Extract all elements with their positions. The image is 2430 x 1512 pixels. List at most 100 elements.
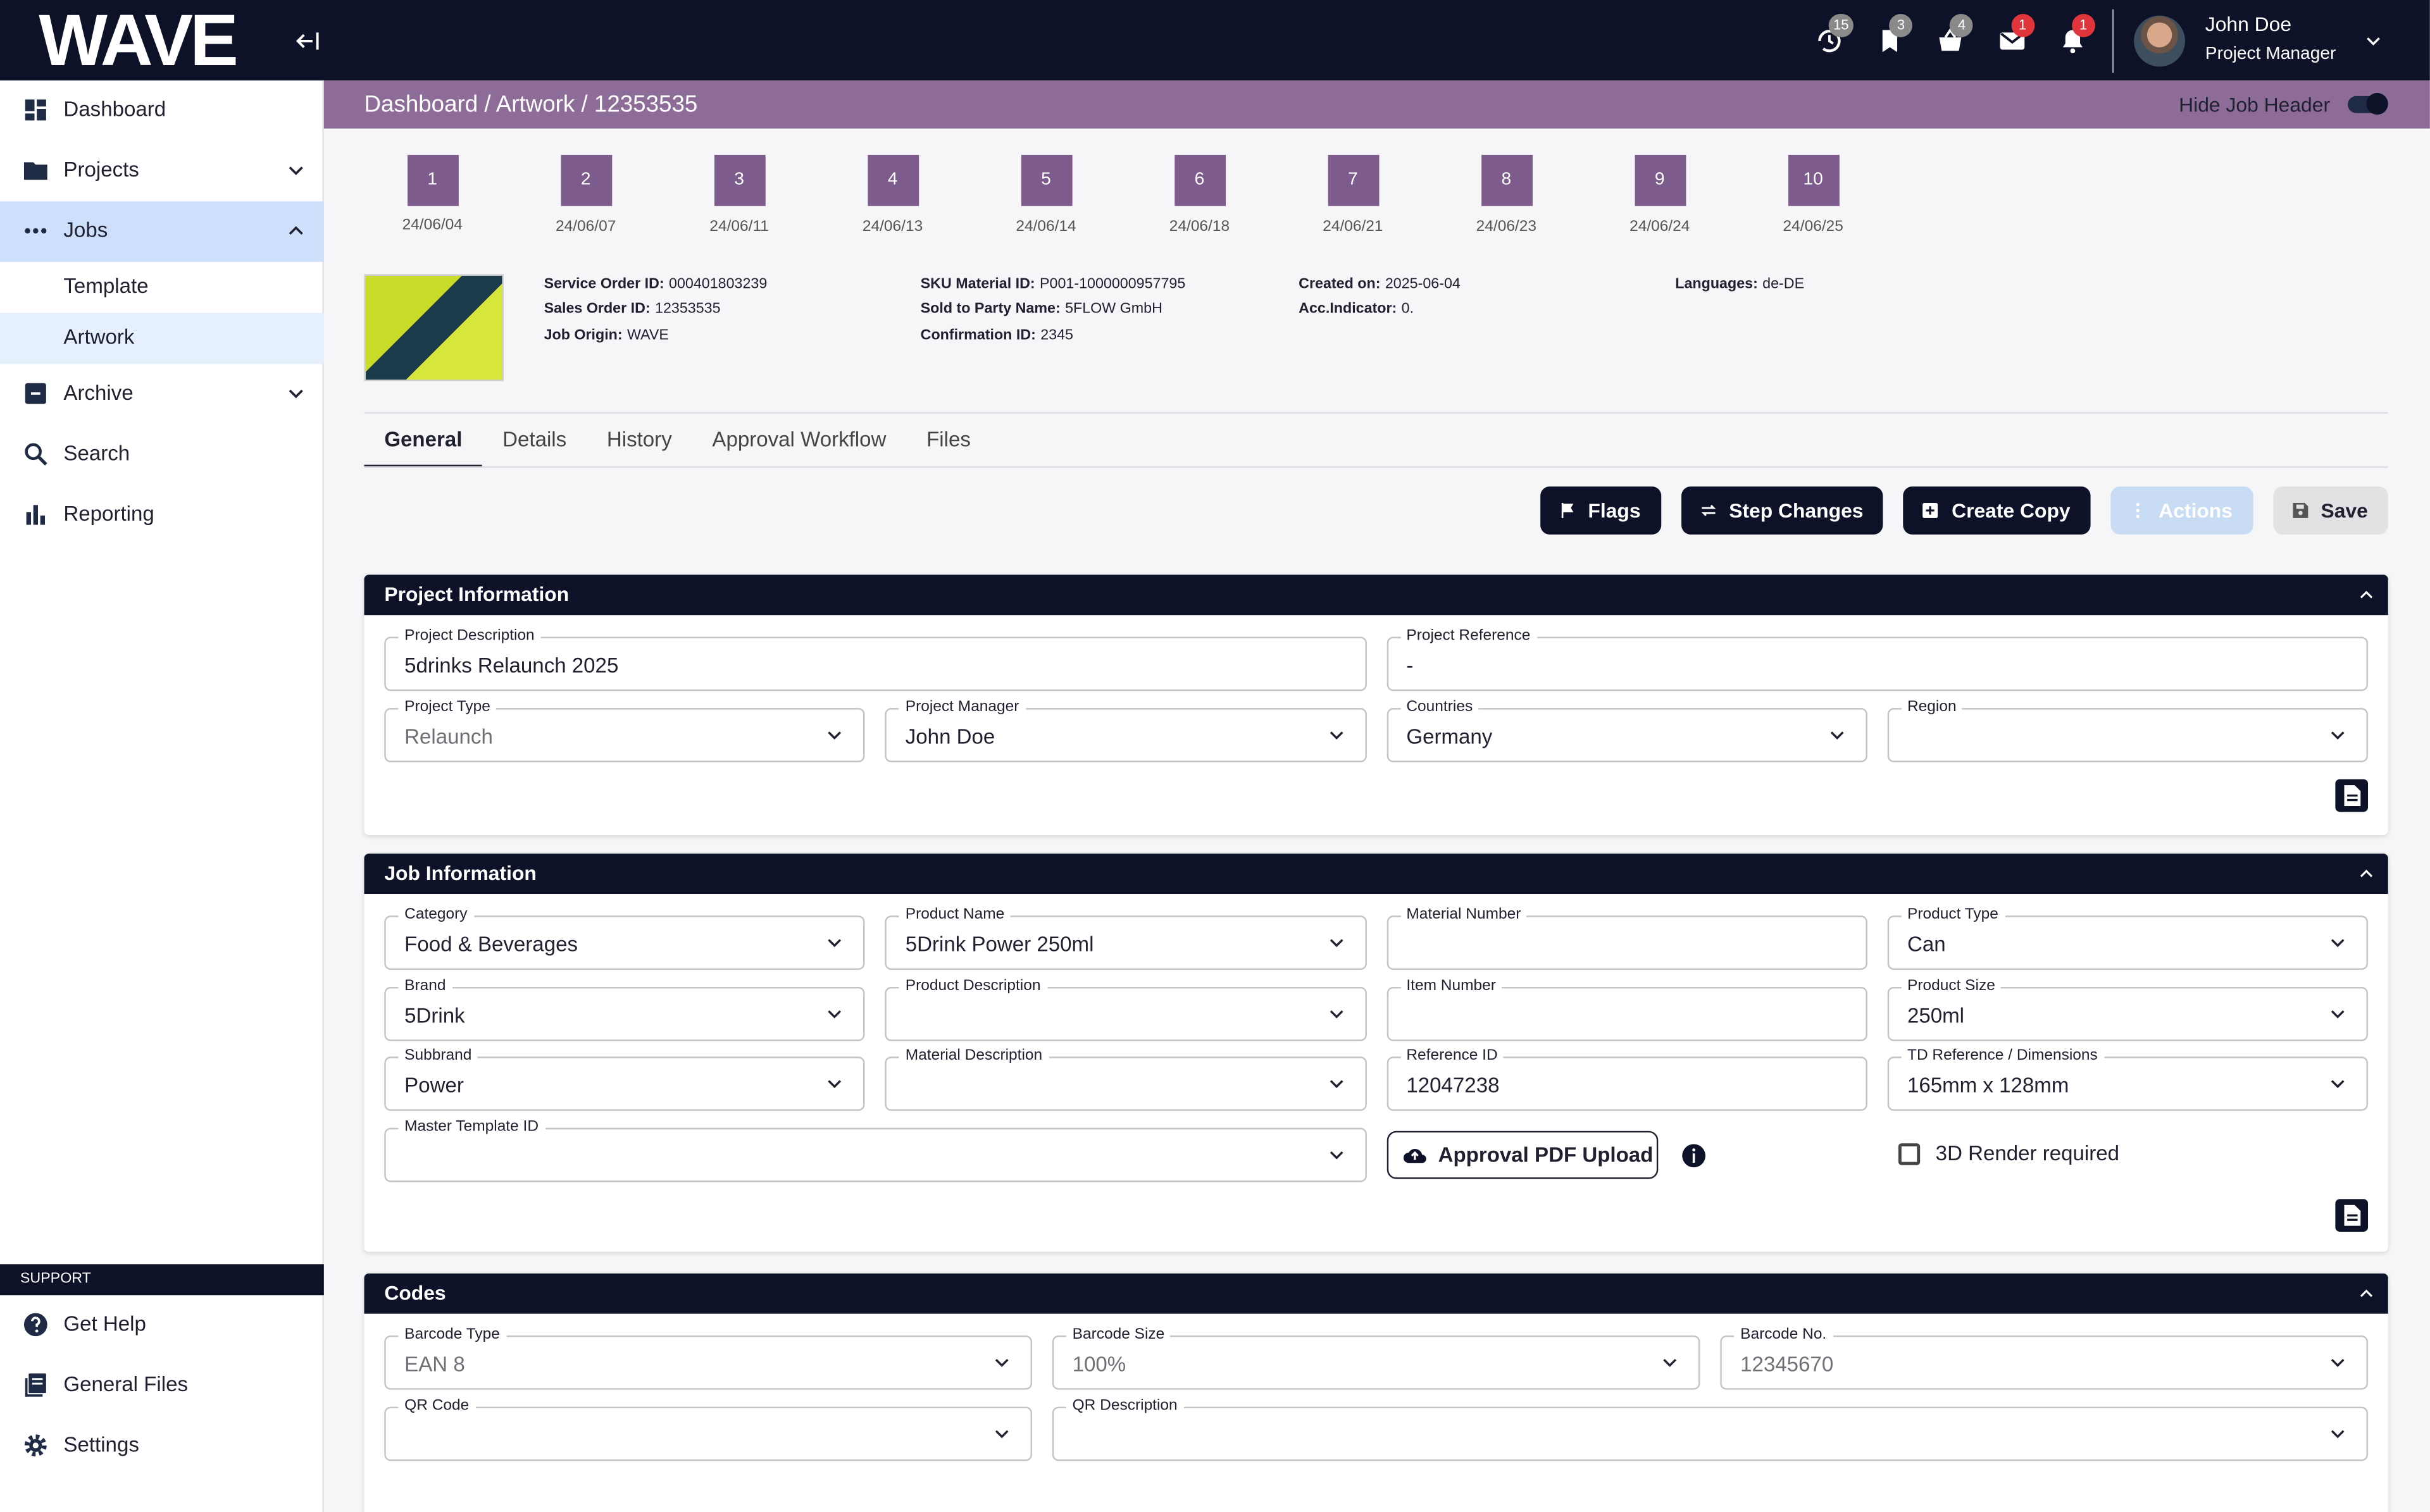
section-action-icon (2335, 1199, 2369, 1232)
section-action-icon (2335, 779, 2369, 812)
step-date: 24/06/07 (556, 218, 616, 236)
step-box[interactable]: 7 (1327, 154, 1379, 206)
nav-item[interactable]: General Files (63, 1372, 189, 1396)
step-box[interactable]: 8 (1480, 154, 1532, 206)
dropdown-chevron (2331, 1359, 2345, 1367)
form-field[interactable] (1052, 1406, 2368, 1461)
notification-badge: 1 (2010, 14, 2034, 37)
toolbar-button[interactable]: Save (2272, 486, 2388, 535)
nav-item[interactable]: Search (63, 441, 130, 465)
section-panel (364, 574, 2388, 835)
detail-row: Languages: de-DE (1675, 276, 1804, 293)
form-field[interactable] (384, 1127, 1366, 1182)
dropdown-chevron (995, 1429, 1009, 1438)
field-label: Barcode No. (1734, 1326, 1833, 1345)
toolbar-button[interactable]: Step Changes (1681, 486, 1884, 535)
dropdown-chevron (2331, 1429, 2345, 1438)
nav-item[interactable]: Jobs (63, 218, 108, 242)
step-box[interactable]: 5 (1020, 154, 1072, 206)
detail-row: SKU Material ID: P001-1000000957795 (921, 276, 1186, 293)
form-field[interactable] (384, 1335, 1032, 1390)
step-date: 24/06/18 (1169, 218, 1230, 236)
logo: WAVE (39, 0, 239, 81)
nav-item[interactable]: Settings (63, 1433, 139, 1456)
field-value: 100% (1072, 1352, 1126, 1376)
field-label: Master Template ID (398, 1117, 545, 1137)
detail-value: 5FLOW GmbH (1065, 301, 1162, 318)
field-label: Project Description (398, 627, 541, 647)
step-box[interactable]: 9 (1634, 154, 1686, 206)
nav-icon (25, 443, 47, 466)
step-box[interactable]: 2 (560, 154, 612, 206)
form-field[interactable] (1386, 636, 2368, 691)
checkbox[interactable] (1898, 1143, 1921, 1165)
detail-label: Languages: (1675, 275, 1758, 293)
section-collapse (2360, 869, 2373, 877)
breadcrumb: Dashboard / Artwork / 12353535 (364, 91, 698, 118)
form-field[interactable] (384, 986, 866, 1041)
field-label: Item Number (1400, 977, 1502, 996)
button-icon (2292, 502, 2308, 518)
nav-item[interactable]: Template (63, 274, 149, 298)
step-date: 24/06/14 (1016, 218, 1076, 236)
dropdown-chevron (1329, 1009, 1343, 1018)
nav-item[interactable]: Archive (63, 381, 134, 405)
detail-label: Job Origin: (544, 326, 623, 344)
tab[interactable]: Details (502, 427, 567, 451)
detail-value: 2025-06-04 (1385, 275, 1461, 293)
form-field[interactable] (384, 636, 1366, 691)
form-field[interactable] (1887, 707, 2368, 762)
field-label: QR Description (1066, 1396, 1184, 1416)
step-date: 24/06/24 (1629, 218, 1690, 236)
user-name: John Doe (2205, 12, 2292, 36)
tab[interactable]: Files (926, 427, 971, 451)
field-value: Can (1907, 933, 1946, 956)
user-role: Project Manager (2205, 45, 2336, 64)
field-label: Countries (1400, 698, 1480, 717)
field-label: Barcode Type (398, 1326, 506, 1345)
button-label: Actions (2159, 499, 2233, 523)
detail-row: Service Order ID: 000401803239 (544, 276, 768, 293)
upload-button[interactable] (1386, 1131, 1659, 1179)
form-field[interactable] (384, 1406, 1032, 1461)
field-label: Product Type (1901, 906, 2005, 925)
detail-value: 2345 (1040, 326, 1074, 344)
nav-item[interactable]: Dashboard (63, 97, 166, 121)
nav-icon (25, 383, 46, 404)
tab[interactable]: History (606, 427, 672, 451)
dropdown-chevron (2331, 1009, 2345, 1018)
field-value: 5Drink (404, 1003, 465, 1027)
nav-icon (25, 228, 47, 234)
step-box[interactable]: 1 (406, 154, 458, 206)
support-header: SUPPORT (0, 1264, 324, 1296)
section-title: Project Information (384, 582, 570, 606)
button-icon (1700, 504, 1716, 516)
detail-row: Confirmation ID: 2345 (921, 326, 1073, 344)
step-box[interactable]: 10 (1787, 154, 1839, 206)
detail-value: 0. (1401, 301, 1414, 318)
form-field[interactable] (384, 1057, 866, 1111)
step-box[interactable]: 6 (1174, 154, 1225, 206)
toolbar-button[interactable]: Create Copy (1904, 486, 2091, 535)
step-box[interactable]: 3 (713, 154, 765, 206)
notification-badge: 4 (1950, 14, 1974, 37)
dropdown-chevron (828, 1080, 842, 1088)
detail-value: 000401803239 (669, 275, 768, 293)
nav-item[interactable]: Reporting (63, 502, 154, 526)
section-title: Codes (384, 1281, 446, 1304)
form-field[interactable] (1386, 915, 1867, 970)
nav-icon (23, 1313, 47, 1337)
tab[interactable]: Approval Workflow (712, 427, 887, 451)
notification-badge: 3 (1889, 14, 1913, 37)
nav-item[interactable]: Artwork (63, 325, 135, 349)
nav-chevron (289, 226, 303, 235)
button-icon (2136, 502, 2140, 518)
nav-item[interactable]: Get Help (63, 1312, 146, 1335)
field-label: Barcode Size (1066, 1326, 1171, 1345)
nav-item[interactable]: Projects (63, 158, 139, 182)
toolbar-button[interactable]: Flags (1540, 486, 1661, 535)
step-box[interactable]: 4 (867, 154, 918, 206)
tab[interactable]: General (364, 424, 483, 468)
collapse-menu-icon (296, 32, 319, 50)
